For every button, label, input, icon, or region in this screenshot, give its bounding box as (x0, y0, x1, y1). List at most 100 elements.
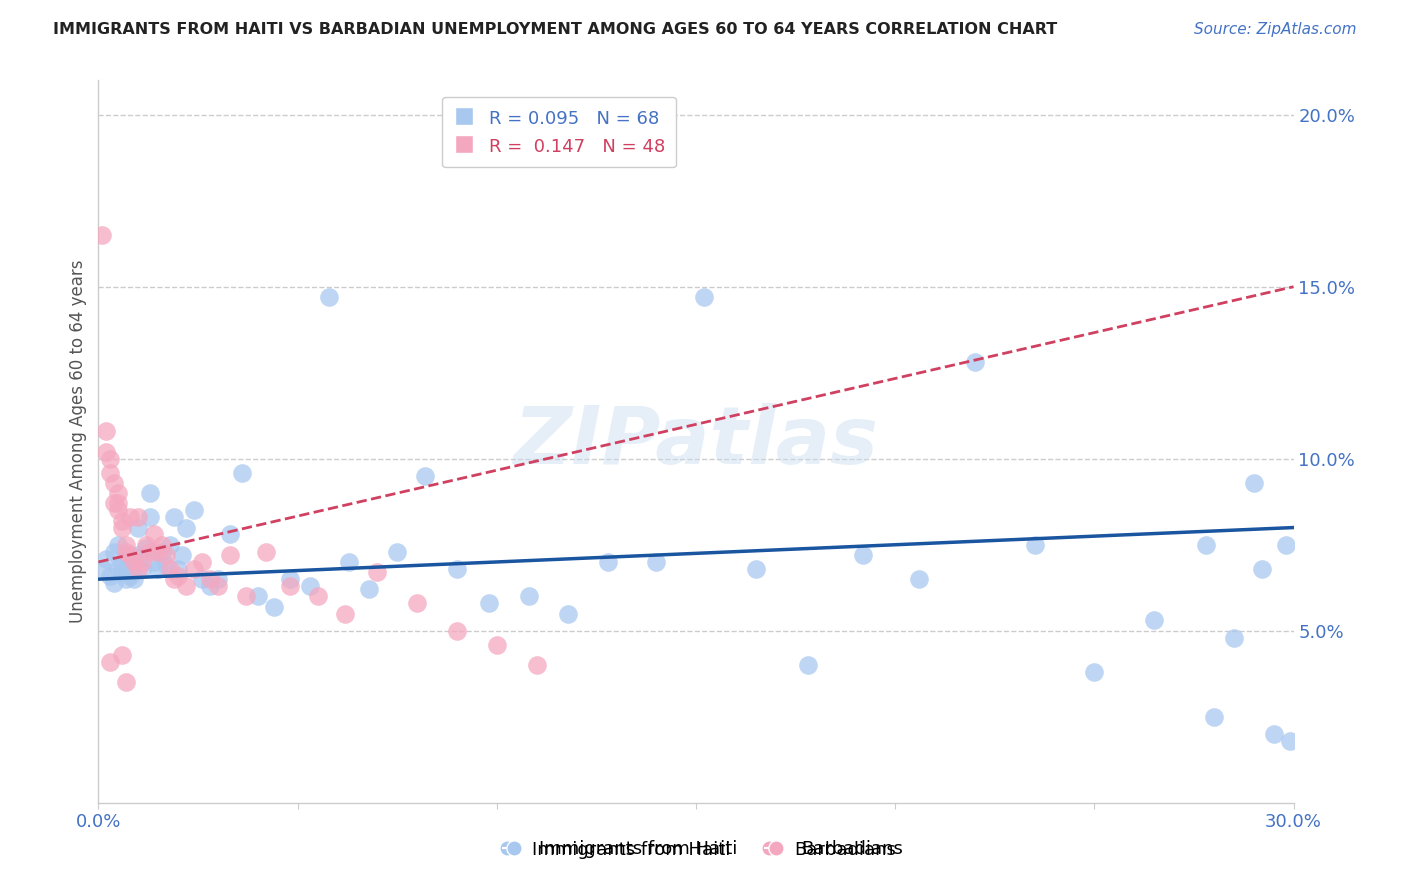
Point (318, 290, 340, 304)
Point (96, 424, 118, 438)
Point (263, 599, 285, 614)
Point (1263, 727, 1285, 741)
Point (139, 544, 162, 558)
Point (107, 496, 129, 510)
Point (278, 579, 301, 593)
Y-axis label: Unemployment Among Ages 60 to 64 years: Unemployment Among Ages 60 to 64 years (69, 260, 87, 624)
Point (107, 562, 129, 576)
Point (1243, 475, 1265, 490)
Point (150, 544, 173, 558)
Point (103, 475, 125, 490)
Point (124, 572, 146, 586)
Point (796, 658, 818, 673)
Point (107, 503, 129, 517)
Point (598, 555, 620, 569)
Point (143, 555, 166, 569)
Point (127, 520, 149, 534)
Point (235, 590, 257, 604)
Point (446, 624, 468, 638)
Point (103, 496, 125, 510)
Point (385, 544, 409, 558)
Point (96, 551, 118, 566)
Point (183, 562, 205, 576)
Point (103, 575, 125, 590)
Text: ZIPatlas: ZIPatlas (513, 402, 879, 481)
Point (115, 544, 138, 558)
Point (150, 538, 173, 552)
Point (127, 548, 149, 562)
Point (1278, 734, 1301, 748)
Point (517, 590, 540, 604)
Point (174, 579, 197, 593)
Point (127, 510, 149, 524)
Legend: Immigrants from Haiti, Barbadians: Immigrants from Haiti, Barbadians (489, 834, 903, 866)
Point (120, 548, 142, 562)
Point (120, 568, 142, 582)
Point (1195, 538, 1218, 552)
Point (526, 658, 548, 673)
Point (963, 355, 986, 369)
Text: Source: ZipAtlas.com: Source: ZipAtlas.com (1194, 22, 1357, 37)
Point (91, 562, 114, 576)
Point (339, 555, 361, 569)
Point (191, 572, 214, 586)
Point (124, 555, 146, 569)
Point (645, 555, 668, 569)
Point (172, 548, 194, 562)
Point (131, 562, 153, 576)
Point (413, 469, 436, 483)
Point (745, 562, 768, 576)
Point (191, 555, 214, 569)
Point (98, 568, 122, 582)
Point (115, 572, 138, 586)
Point (135, 538, 157, 552)
Point (478, 596, 501, 610)
Point (219, 527, 242, 541)
Point (207, 572, 229, 586)
Point (98, 466, 122, 480)
Point (139, 510, 162, 524)
Point (167, 562, 190, 576)
Point (103, 544, 125, 558)
Legend: Immigrants from Haiti, Barbadians: Immigrants from Haiti, Barbadians (496, 833, 910, 865)
Point (359, 582, 381, 597)
Point (183, 503, 205, 517)
Point (159, 538, 181, 552)
Text: IMMIGRANTS FROM HAITI VS BARBADIAN UNEMPLOYMENT AMONG AGES 60 TO 64 YEARS CORREL: IMMIGRANTS FROM HAITI VS BARBADIAN UNEMP… (53, 22, 1057, 37)
Point (219, 548, 242, 562)
Point (135, 541, 157, 556)
Point (557, 607, 579, 621)
Point (124, 555, 146, 569)
Point (693, 290, 716, 304)
Point (155, 548, 177, 562)
Point (231, 466, 253, 480)
Point (127, 562, 149, 576)
Point (139, 486, 162, 500)
Point (163, 572, 186, 586)
Point (120, 510, 142, 524)
Point (96, 445, 118, 459)
Point (148, 544, 170, 558)
Point (908, 572, 931, 586)
Point (111, 520, 134, 534)
Point (298, 579, 321, 593)
Point (111, 558, 134, 573)
Point (91, 228, 114, 243)
Point (148, 562, 170, 576)
Point (852, 548, 875, 562)
Point (115, 675, 138, 690)
Point (1024, 538, 1046, 552)
Point (278, 572, 301, 586)
Point (366, 566, 388, 580)
Point (174, 520, 197, 534)
Point (246, 590, 269, 604)
Point (198, 579, 221, 593)
Point (1250, 562, 1272, 576)
Point (115, 548, 138, 562)
Point (98, 451, 122, 466)
Point (254, 544, 277, 558)
Point (159, 562, 181, 576)
Point (307, 590, 329, 604)
Point (143, 527, 166, 541)
Point (111, 514, 134, 528)
